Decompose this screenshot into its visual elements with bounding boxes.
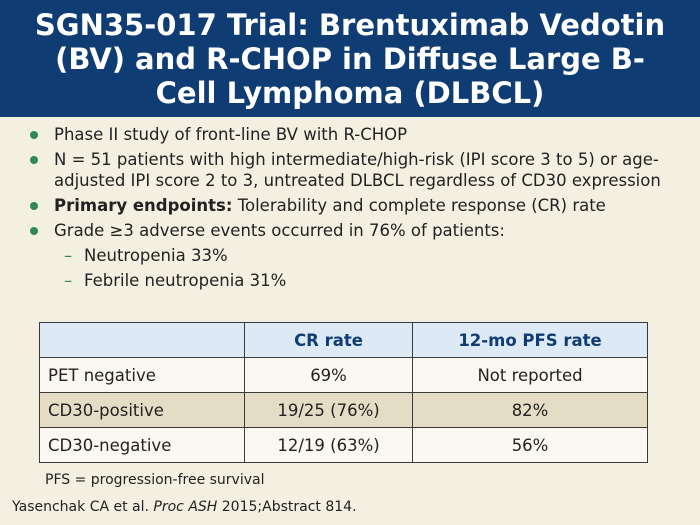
bullet-text: Tolerability and complete response (CR) … xyxy=(232,196,606,215)
sub-bullet-text: Febrile neutropenia 31% xyxy=(84,271,287,290)
bullet-dot-icon xyxy=(30,227,38,235)
sub-bullet-item: – Febrile neutropenia 31% xyxy=(54,270,680,291)
bullet-list: Phase II study of front-line BV with R-C… xyxy=(30,124,680,295)
results-table: CR rate 12-mo PFS rate PET negative 69% … xyxy=(39,322,648,463)
table-cell: 19/25 (76%) xyxy=(243,392,414,428)
bullet-dot-icon xyxy=(30,156,38,164)
table-row: CD30-negative 12/19 (63%) 56% xyxy=(39,427,648,463)
table-cell: 12/19 (63%) xyxy=(243,427,414,463)
sub-bullet-list: – Neutropenia 33% – Febrile neutropenia … xyxy=(54,245,680,291)
table-cell: 69% xyxy=(243,357,414,393)
table-cell: Not reported xyxy=(412,357,648,393)
table-header-row: CR rate 12-mo PFS rate xyxy=(39,322,648,358)
bullet-text: Grade ≥3 adverse events occurred in 76% … xyxy=(54,221,505,240)
table-row-label: PET negative xyxy=(39,357,245,393)
sub-bullet-text: Neutropenia 33% xyxy=(84,246,228,265)
bullet-text: Phase II study of front-line BV with R-C… xyxy=(54,125,408,144)
bullet-item: Phase II study of front-line BV with R-C… xyxy=(30,124,680,145)
bullet-item: Primary endpoints: Tolerability and comp… xyxy=(30,195,680,216)
bullet-bold-label: Primary endpoints: xyxy=(54,196,233,215)
table-header-blank xyxy=(39,322,245,358)
table-row: CD30-positive 19/25 (76%) 82% xyxy=(39,392,648,428)
table-row-label: CD30-positive xyxy=(39,392,245,428)
table-row-label: CD30-negative xyxy=(39,427,245,463)
bullet-item: Grade ≥3 adverse events occurred in 76% … xyxy=(30,220,680,291)
bullet-item: N = 51 patients with high intermediate/h… xyxy=(30,149,680,191)
table-header-pfs-rate: 12-mo PFS rate xyxy=(412,322,648,358)
citation-journal: Proc ASH xyxy=(153,499,218,515)
citation: Yasenchak CA et al. Proc ASH 2015;Abstra… xyxy=(12,499,357,515)
slide-title: SGN35-017 Trial: Brentuximab Vedotin (BV… xyxy=(34,7,666,110)
citation-authors: Yasenchak CA et al. xyxy=(12,499,154,515)
dash-icon: – xyxy=(64,271,73,290)
title-bar: SGN35-017 Trial: Brentuximab Vedotin (BV… xyxy=(0,0,700,117)
table-header-cr-rate: CR rate xyxy=(243,322,414,358)
bullet-dot-icon xyxy=(30,202,38,210)
table-row: PET negative 69% Not reported xyxy=(39,357,648,393)
sub-bullet-item: – Neutropenia 33% xyxy=(54,245,680,266)
citation-details: 2015;Abstract 814. xyxy=(217,499,357,515)
table-cell: 56% xyxy=(412,427,648,463)
bullet-text: N = 51 patients with high intermediate/h… xyxy=(54,150,661,190)
table-cell: 82% xyxy=(412,392,648,428)
bullet-dot-icon xyxy=(30,131,38,139)
dash-icon: – xyxy=(64,246,73,265)
footnote: PFS = progression-free survival xyxy=(45,472,265,488)
